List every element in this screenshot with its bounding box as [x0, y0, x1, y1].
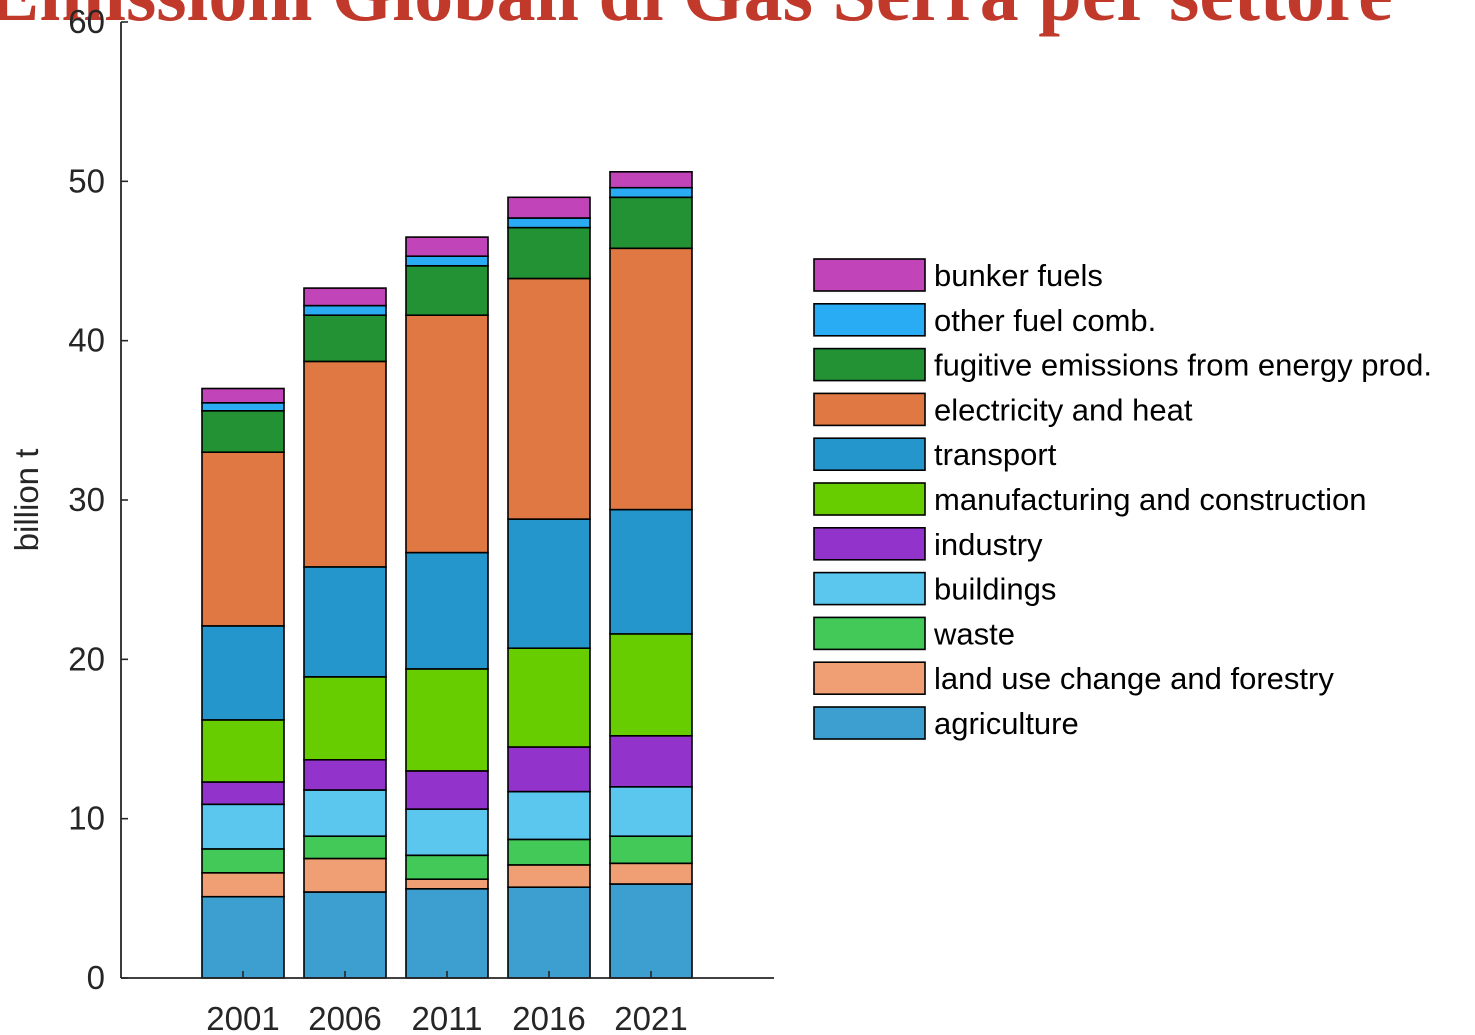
legend-label-land-use-change-and-forestry: land use change and forestry	[934, 661, 1334, 696]
bar-segment-2016-other-fuel-comb-	[507, 217, 591, 229]
bar-segment-2021-bunker-fuels	[609, 171, 693, 189]
bar-segment-2006-industry	[303, 758, 387, 791]
y-tick-label: 20	[68, 640, 105, 677]
bar-segment-2006-manufacturing-and-construction	[303, 676, 387, 761]
bar-segment-2011-other-fuel-comb-	[405, 255, 489, 267]
legend-swatch-electricity-and-heat	[813, 392, 926, 427]
legend-label-electricity-and-heat: electricity and heat	[934, 392, 1193, 427]
legend-swatch-waste	[813, 616, 926, 651]
bar-segment-2016-land-use-change-and-forestry	[507, 864, 591, 889]
bar-segment-2016-industry	[507, 746, 591, 793]
bar-segment-2001-industry	[201, 781, 285, 806]
legend-label-manufacturing-and-construction: manufacturing and construction	[934, 482, 1367, 517]
legend-swatch-land-use-change-and-forestry	[813, 661, 926, 696]
bar-segment-2016-manufacturing-and-construction	[507, 647, 591, 748]
bar-segment-2001-waste	[201, 848, 285, 874]
bar-segment-2001-land-use-change-and-forestry	[201, 871, 285, 898]
bars-group	[201, 171, 693, 979]
bar-segment-2011-manufacturing-and-construction	[405, 668, 489, 772]
bar-segment-2011-electricity-and-heat	[405, 314, 489, 554]
bar-segment-2021-transport	[609, 508, 693, 635]
legend-swatch-industry	[813, 526, 926, 561]
bar-segment-2011-buildings	[405, 808, 489, 857]
legend: bunker fuels other fuel comb. fugitive emi…	[813, 258, 1432, 741]
bar-segment-2006-other-fuel-comb-	[303, 304, 387, 317]
bar-segment-2021-industry	[609, 734, 693, 788]
bar-segment-2006-transport	[303, 566, 387, 678]
axes-group: 2001 2006 2011 2016 2021 0 10 20 30 40 50 60	[68, 3, 774, 1035]
bar-segment-2021-electricity-and-heat	[609, 247, 693, 511]
bar-segment-2006-waste	[303, 835, 387, 860]
bar-segment-2006-agriculture	[303, 891, 387, 979]
bar-segment-2011-agriculture	[405, 887, 489, 979]
legend-swatch-other-fuel-comb-	[813, 302, 926, 337]
legend-swatch-agriculture	[813, 706, 926, 740]
bar-segment-2016-electricity-and-heat	[507, 277, 591, 520]
legend-label-waste: waste	[933, 616, 1015, 651]
bar-segment-2021-fugitive-emissions-from-energy-prod-	[609, 196, 693, 250]
y-tick-label: 50	[68, 162, 105, 199]
x-tick-label: 2011	[412, 1000, 483, 1035]
legend-swatch-buildings	[813, 571, 926, 606]
bar-segment-2016-bunker-fuels	[507, 196, 591, 219]
legend-swatch-manufacturing-and-construction	[813, 482, 926, 516]
bar-segment-2021-other-fuel-comb-	[609, 186, 693, 199]
y-tick-label: 0	[87, 959, 105, 996]
legend-label-agriculture: agriculture	[934, 706, 1079, 741]
legend-label-transport: transport	[934, 437, 1057, 472]
bar-segment-2011-transport	[405, 551, 489, 670]
bar-segment-2021-manufacturing-and-construction	[609, 632, 693, 737]
bar-segment-2011-bunker-fuels	[405, 236, 489, 258]
bar-segment-2001-electricity-and-heat	[201, 451, 285, 627]
bar-segment-2006-buildings	[303, 789, 387, 838]
y-tick-label: 30	[68, 481, 105, 518]
x-tick-label: 2001	[206, 1000, 279, 1035]
chart-title: Emissioni Globali di Gas Serra per setto…	[0, 0, 1393, 37]
x-tick-label: 2021	[614, 1000, 687, 1035]
bar-segment-2006-bunker-fuels	[303, 287, 387, 307]
bar-segment-2021-buildings	[609, 785, 693, 837]
bar-segment-2016-agriculture	[507, 886, 591, 979]
bar-segment-2011-industry	[405, 770, 489, 810]
bar-segment-2001-other-fuel-comb-	[201, 401, 285, 412]
bar-segment-2021-waste	[609, 835, 693, 865]
y-tick-label: 40	[68, 322, 105, 359]
y-tick-label: 10	[68, 800, 105, 837]
bar-segment-2011-land-use-change-and-forestry	[405, 878, 489, 890]
legend-swatch-fugitive-emissions-from-energy-prod-	[813, 347, 926, 382]
y-tick-label: 60	[68, 3, 105, 40]
bar-segment-2001-bunker-fuels	[201, 387, 285, 404]
bar-segment-2021-land-use-change-and-forestry	[609, 862, 693, 885]
bar-segment-2016-buildings	[507, 790, 591, 841]
x-tick-label: 2016	[512, 1000, 585, 1035]
x-tick-label: 2006	[308, 1000, 381, 1035]
bar-segment-2016-fugitive-emissions-from-energy-prod-	[507, 226, 591, 280]
bar-segment-2006-electricity-and-heat	[303, 360, 387, 568]
bar-segment-2001-buildings	[201, 803, 285, 850]
bar-segment-2001-fugitive-emissions-from-energy-prod-	[201, 409, 285, 453]
bar-segment-2011-waste	[405, 854, 489, 880]
legend-label-bunker-fuels: bunker fuels	[934, 258, 1103, 293]
bar-segment-2021-agriculture	[609, 883, 693, 979]
legend-label-other-fuel-comb-: other fuel comb.	[934, 303, 1156, 338]
legend-label-buildings: buildings	[934, 572, 1056, 607]
bar-segment-2006-fugitive-emissions-from-energy-prod-	[303, 314, 387, 363]
bar-segment-2001-transport	[201, 625, 285, 721]
bar-segment-2016-transport	[507, 518, 591, 649]
legend-swatch-transport	[813, 437, 926, 472]
bar-segment-2011-fugitive-emissions-from-energy-prod-	[405, 264, 489, 316]
legend-swatch-bunker-fuels	[813, 258, 926, 292]
legend-label-fugitive-emissions-from-energy-prod-: fugitive emissions from energy prod.	[934, 348, 1432, 383]
bar-segment-2001-manufacturing-and-construction	[201, 719, 285, 783]
y-axis-label: billion t	[8, 449, 45, 552]
bar-segment-2001-agriculture	[201, 895, 285, 979]
bar-segment-2006-land-use-change-and-forestry	[303, 857, 387, 893]
legend-label-industry: industry	[934, 527, 1043, 562]
bar-segment-2016-waste	[507, 838, 591, 866]
